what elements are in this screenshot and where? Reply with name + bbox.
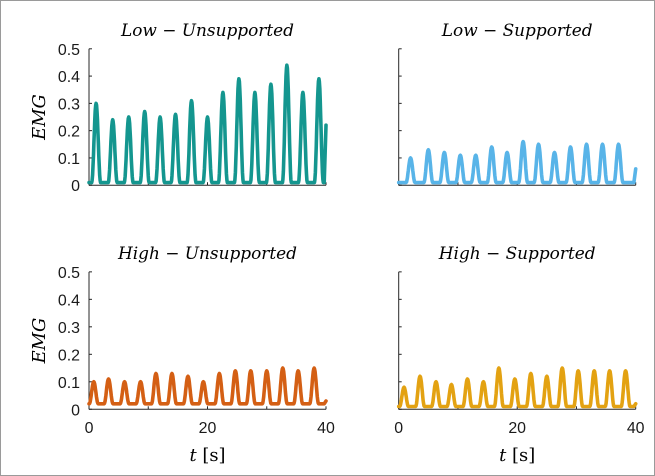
panel-high-supported: High − Supported 0 20 40 t [s] (394, 243, 644, 466)
y-tick-label: 0.2 (58, 347, 80, 364)
panel-title: Low − Supported (441, 20, 593, 40)
panel-title: High − Unsupported (117, 243, 297, 263)
y-tick-label: 0 (71, 402, 80, 419)
x-axis-label: t [s] (499, 445, 535, 466)
y-tick-label: 0.4 (58, 292, 80, 309)
x-tick-label: 20 (508, 420, 526, 437)
panel-title: Low − Unsupported (120, 20, 294, 40)
emg-series-line (87, 366, 328, 406)
x-tick-label: 0 (85, 420, 94, 437)
y-tick-label: 0.5 (58, 42, 80, 59)
x-tick-label: 40 (627, 420, 645, 437)
y-tick-label: 0.1 (58, 375, 80, 392)
y-tick-label: 0.3 (58, 96, 80, 113)
emg-series-line (87, 63, 328, 185)
panel-high-unsupported: High − Unsupported 0 0.1 0.2 0.3 0.4 0.5 0 20 40 E… (29, 243, 335, 466)
y-tick-label: 0 (71, 178, 80, 195)
y-tick-label: 0.5 (58, 265, 80, 282)
emg-series-line (396, 366, 638, 409)
emg-series-line (396, 139, 638, 185)
y-tick-label: 0.4 (58, 69, 80, 86)
x-axis-label: t [s] (189, 445, 225, 466)
panel-low-unsupported: Low − Unsupported 0 0.1 0.2 0.3 0.4 0.5 EMG (29, 20, 328, 195)
panel-low-supported: Low − Supported (396, 20, 638, 186)
x-tick-label: 40 (317, 420, 335, 437)
y-axis-label: EMG (29, 94, 50, 141)
x-tick-label: 0 (394, 420, 403, 437)
x-tick-label: 20 (199, 420, 217, 437)
y-tick-label: 0.2 (58, 124, 80, 141)
y-tick-label: 0.1 (58, 151, 80, 168)
panel-title: High − Supported (438, 243, 596, 263)
y-axis-label: EMG (29, 318, 50, 365)
y-tick-label: 0.3 (58, 320, 80, 337)
